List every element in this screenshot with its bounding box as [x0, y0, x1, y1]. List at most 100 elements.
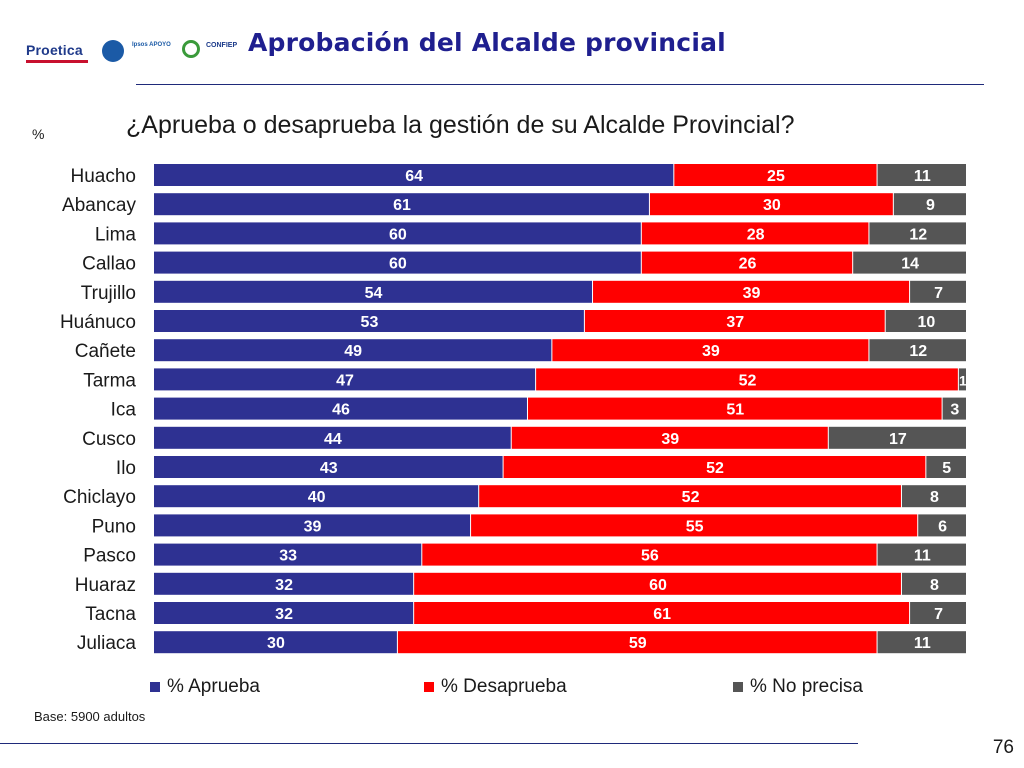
category-label-callao: Callao: [82, 254, 136, 275]
data-label-canete-aprueba: 49: [344, 343, 362, 360]
base-note: Base: 5900 adultos: [34, 709, 146, 724]
bar-trujillo-no-precisa: [910, 280, 966, 303]
category-label-huaraz: Huaraz: [75, 575, 136, 596]
data-label-huacho-aprueba: 64: [405, 168, 423, 185]
bar-trujillo-desaprueba: [593, 280, 910, 303]
bar-huacho-desaprueba: [674, 164, 877, 186]
category-label-pasco: Pasco: [83, 546, 136, 567]
data-label-pasco-desaprueba: 56: [641, 548, 659, 565]
bar-chiclayo-no-precisa: [901, 485, 966, 508]
bar-cusco-no-precisa: [828, 426, 966, 449]
data-label-abancay-desaprueba: 30: [763, 197, 781, 214]
logos-group: Proetica Ipsos APOYO CONFIEP: [22, 30, 242, 70]
data-label-puno-desaprueba: 55: [686, 518, 704, 535]
bar-huaraz-desaprueba: [414, 572, 901, 595]
data-label-juliaca-desaprueba: 59: [629, 635, 647, 652]
bar-ica-aprueba: [154, 397, 527, 420]
proetica-logo-underline: [26, 60, 88, 63]
page-number: 76: [992, 737, 1014, 758]
data-label-pasco-no-precisa: 11: [914, 548, 931, 565]
data-label-chiclayo-no-precisa: 8: [930, 489, 939, 506]
bar-juliaca-no-precisa: [877, 631, 966, 654]
category-label-lima: Lima: [95, 224, 137, 245]
data-label-huanuco-aprueba: 53: [361, 314, 379, 331]
data-label-huanuco-no-precisa: 10: [917, 314, 935, 331]
data-label-tacna-no-precisa: 7: [934, 606, 943, 623]
footer-rule: [0, 743, 858, 744]
bar-canete-no-precisa: [869, 339, 966, 362]
bar-callao-aprueba: [154, 251, 641, 274]
bar-pasco-desaprueba: [422, 543, 877, 566]
bar-callao-no-precisa: [853, 251, 966, 274]
data-label-ilo-aprueba: 43: [320, 460, 338, 477]
bar-cusco-desaprueba: [511, 426, 828, 449]
data-label-trujillo-no-precisa: 7: [934, 285, 943, 302]
data-label-ilo-no-precisa: 5: [942, 460, 951, 477]
bar-tacna-aprueba: [154, 602, 414, 624]
data-label-callao-aprueba: 60: [389, 256, 407, 273]
data-label-cusco-aprueba: 44: [324, 431, 342, 448]
bar-juliaca-aprueba: [154, 631, 397, 654]
data-label-abancay-aprueba: 61: [393, 197, 411, 214]
data-label-tarma-aprueba: 47: [336, 372, 354, 389]
data-label-tacna-desaprueba: 61: [653, 606, 671, 623]
category-label-tarma: Tarma: [83, 370, 136, 391]
category-label-canete: Cañete: [75, 341, 136, 362]
legend-item-no-precisa: % No precisa: [733, 676, 863, 698]
data-label-lima-aprueba: 60: [389, 226, 407, 243]
data-label-juliaca-no-precisa: 11: [914, 635, 931, 652]
confiep-logo: CONFIEP: [206, 42, 238, 49]
slide-title: Aprobación del Alcalde provincial: [248, 28, 726, 57]
data-label-tarma-desaprueba: 52: [739, 372, 757, 389]
bar-tacna-desaprueba: [414, 602, 910, 624]
bar-huaraz-aprueba: [154, 572, 414, 595]
data-label-pasco-aprueba: 33: [279, 548, 297, 565]
bar-canete-aprueba: [154, 339, 552, 362]
data-label-cusco-no-precisa: 17: [889, 431, 907, 448]
bar-abancay-desaprueba: [649, 193, 893, 216]
bar-huacho-no-precisa: [877, 164, 966, 186]
data-label-callao-no-precisa: 14: [901, 256, 919, 273]
bar-huanuco-no-precisa: [885, 310, 966, 332]
data-label-trujillo-aprueba: 54: [365, 285, 383, 302]
bar-lima-no-precisa: [869, 222, 966, 245]
data-label-tacna-aprueba: 32: [275, 606, 293, 623]
data-label-puno-aprueba: 39: [304, 518, 322, 535]
bar-tarma-no-precisa: [958, 368, 966, 391]
bar-chiclayo-aprueba: [154, 485, 479, 508]
category-label-ica: Ica: [111, 400, 137, 421]
bar-puno-desaprueba: [471, 514, 918, 537]
category-label-ilo: Ilo: [116, 458, 136, 479]
bar-pasco-no-precisa: [877, 543, 966, 566]
data-label-juliaca-aprueba: 30: [267, 635, 285, 652]
bar-juliaca-desaprueba: [397, 631, 877, 654]
bar-huanuco-desaprueba: [584, 310, 885, 332]
bar-puno-no-precisa: [918, 514, 966, 537]
data-label-huacho-desaprueba: 25: [767, 168, 785, 185]
category-label-cusco: Cusco: [82, 429, 136, 450]
bar-abancay-aprueba: [154, 193, 649, 216]
bar-tacna-no-precisa: [910, 602, 966, 624]
category-label-huacho: Huacho: [71, 166, 137, 187]
bar-huaraz-no-precisa: [901, 572, 966, 595]
bar-huacho-aprueba: [154, 164, 674, 186]
data-label-huacho-no-precisa: 11: [914, 168, 931, 185]
data-label-chiclayo-desaprueba: 52: [682, 489, 700, 506]
data-label-callao-desaprueba: 26: [739, 256, 757, 273]
legend-swatch-no-precisa: [733, 682, 743, 692]
ipsos-logo-mark: [102, 40, 124, 62]
bar-huanuco-aprueba: [154, 310, 584, 332]
category-label-trujillo: Trujillo: [81, 283, 136, 304]
bar-ilo-desaprueba: [503, 456, 926, 478]
data-label-huaraz-desaprueba: 60: [649, 577, 667, 594]
legend-item-desaprueba: % Desaprueba: [424, 676, 567, 698]
data-label-trujillo-desaprueba: 39: [743, 285, 761, 302]
legend-item-aprueba: % Aprueba: [150, 676, 260, 698]
category-label-abancay: Abancay: [62, 195, 136, 216]
bar-lima-aprueba: [154, 222, 641, 245]
bar-ilo-no-precisa: [926, 456, 966, 478]
ipsos-apoyo-logo: Ipsos APOYO: [132, 42, 171, 48]
chart-question: ¿Aprueba o desaprueba la gestión de su A…: [126, 111, 795, 139]
category-label-puno: Puno: [92, 516, 136, 537]
